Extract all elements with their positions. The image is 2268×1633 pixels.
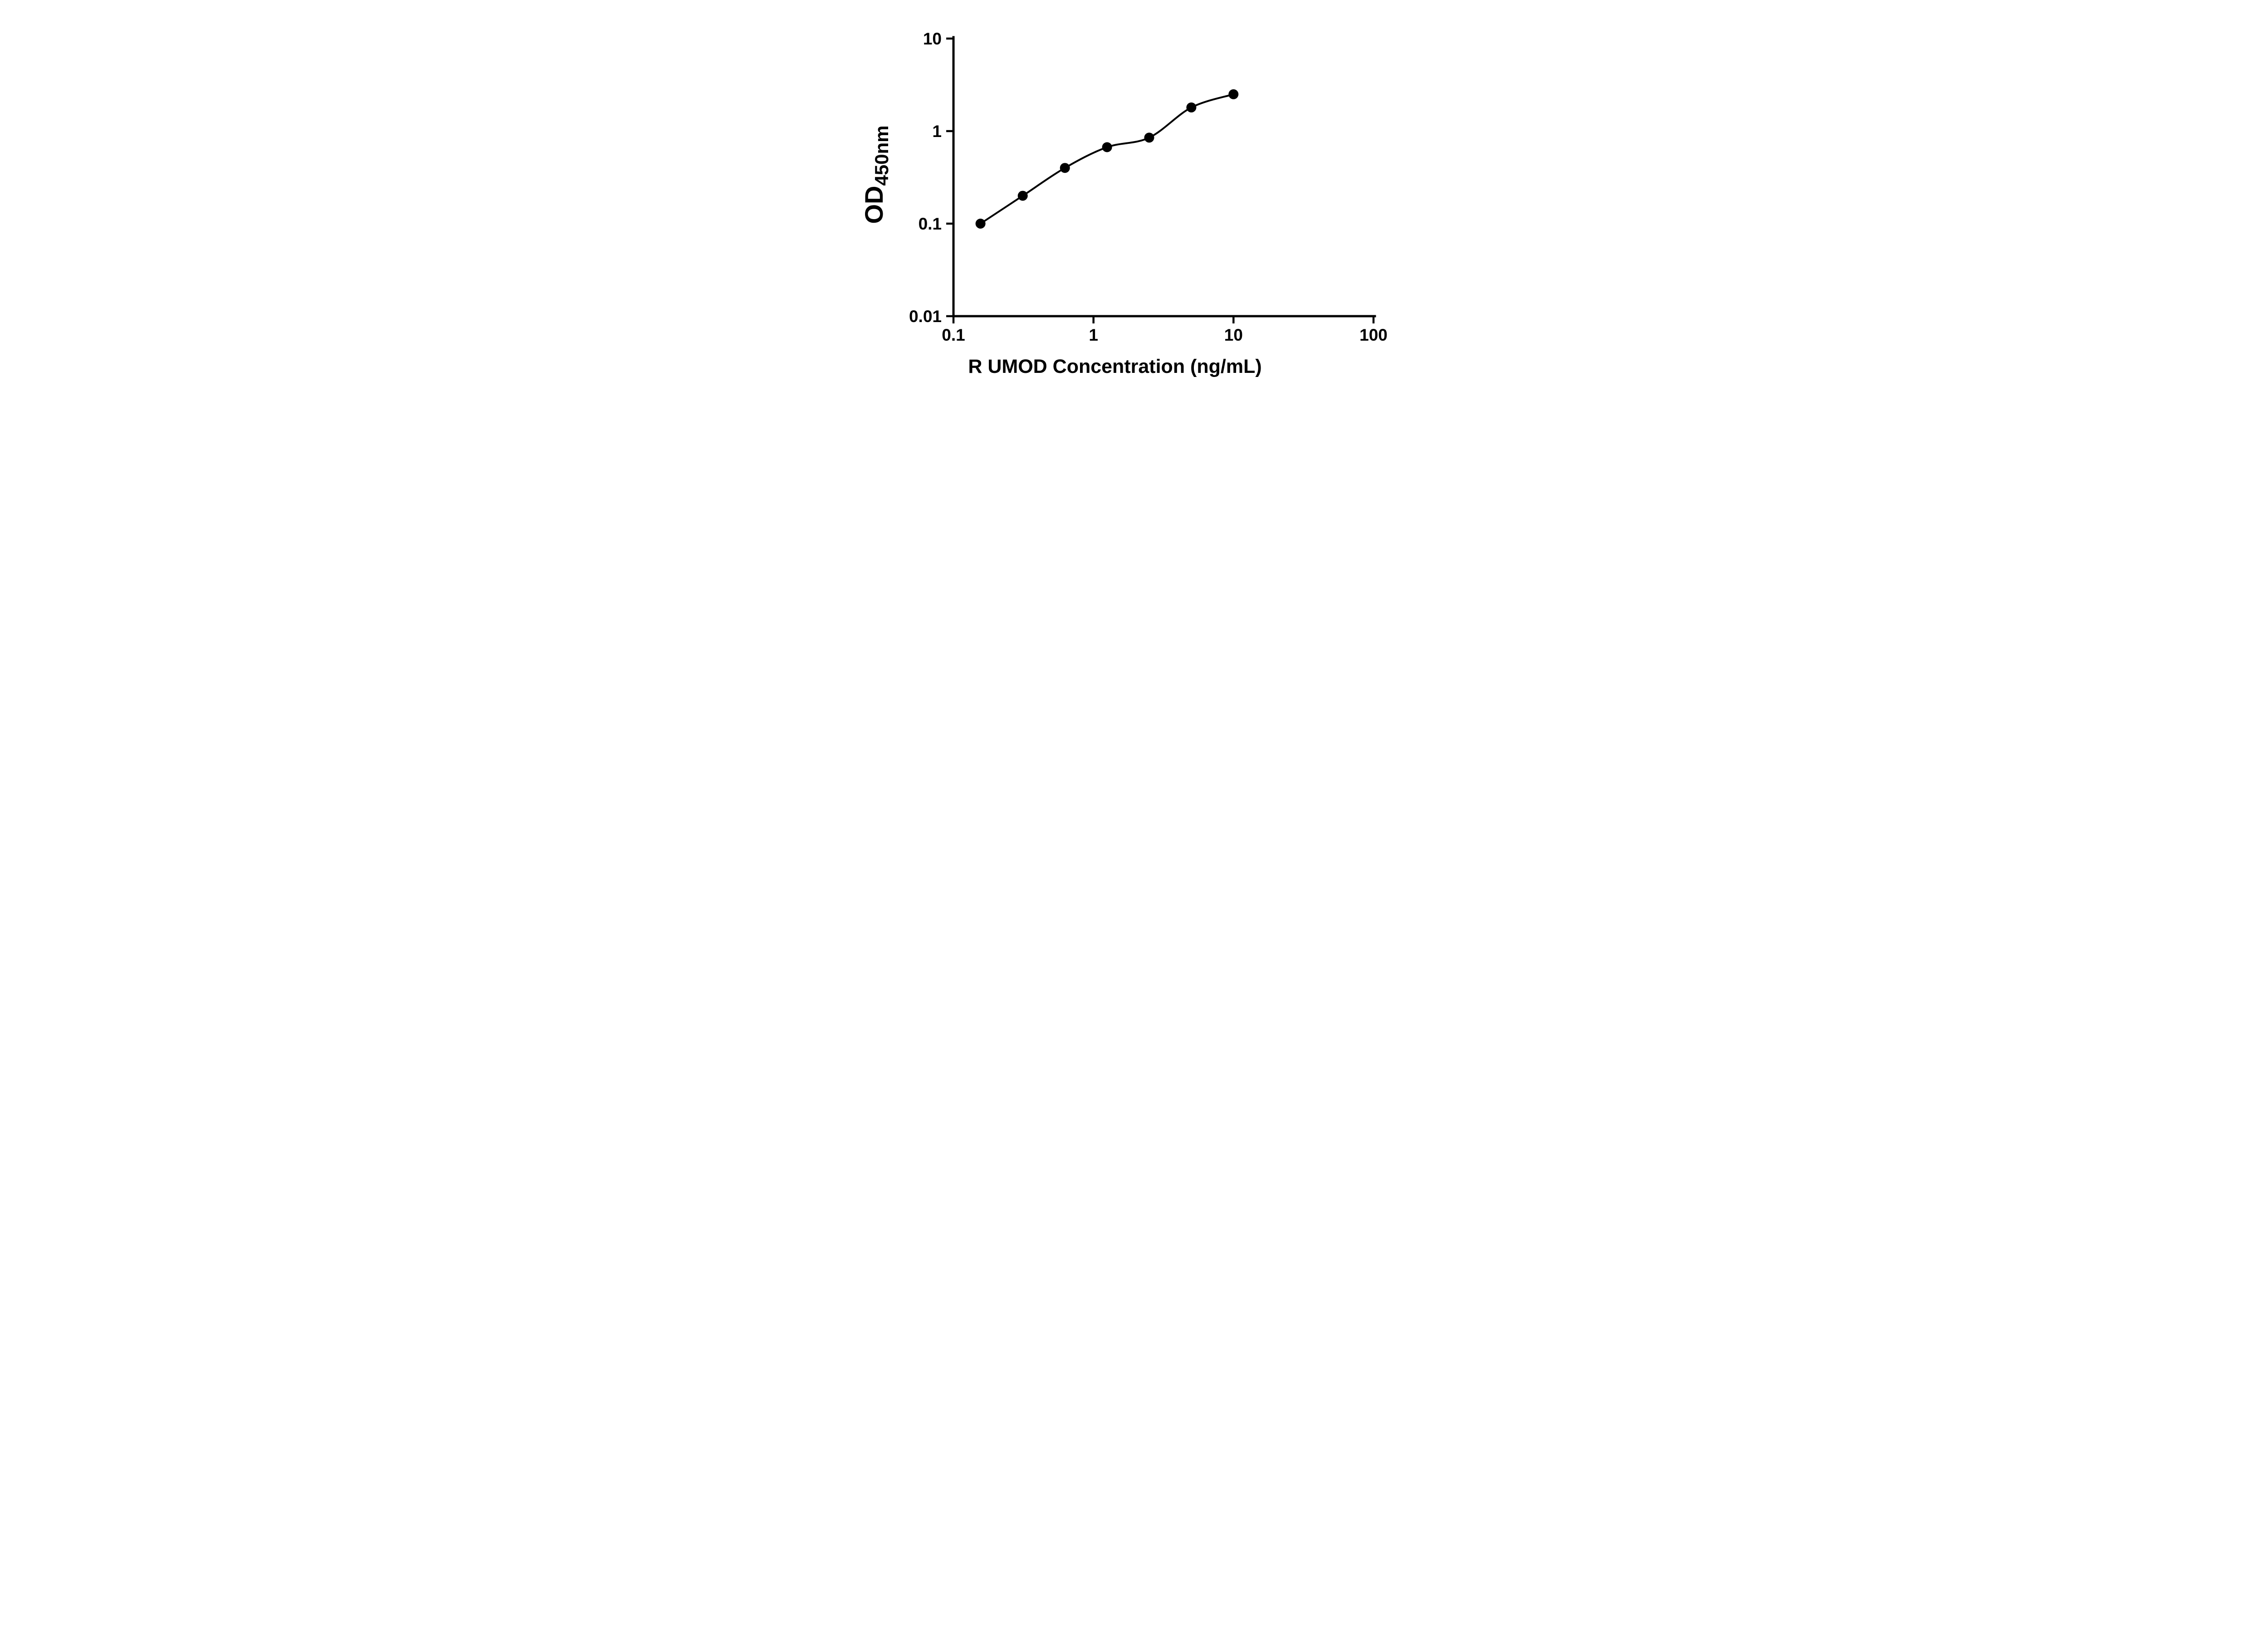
y-tick-label: 10 (923, 29, 941, 48)
x-tick-label: 0.1 (942, 326, 965, 344)
y-axis-title: OD450nm (860, 125, 892, 224)
data-point (1228, 89, 1238, 99)
y-tick-label: 1 (932, 122, 942, 141)
axis-spines (952, 36, 1376, 318)
y-axis-title-subscript: 450nm (871, 125, 892, 186)
data-point (1060, 163, 1070, 173)
x-tick-label: 1 (1089, 326, 1098, 344)
elisa-standard-curve-figure: 0.1 1 10 100 0.01 0.1 1 10 R UMOD Concentration… (842, 0, 1426, 408)
y-tick-label: 0.01 (909, 307, 941, 326)
y-tick-label: 0.1 (918, 215, 941, 233)
y-axis-title-text: OD (860, 186, 888, 224)
x-tick-label: 10 (1224, 326, 1242, 344)
x-axis-title: R UMOD Concentration (ng/mL) (968, 356, 1261, 377)
data-point (1102, 142, 1112, 152)
data-point (1186, 102, 1196, 112)
data-point (1144, 132, 1154, 143)
x-tick-label: 100 (1359, 326, 1388, 344)
fit-curve (980, 93, 1234, 225)
data-point (975, 219, 986, 229)
data-point (1017, 191, 1028, 201)
